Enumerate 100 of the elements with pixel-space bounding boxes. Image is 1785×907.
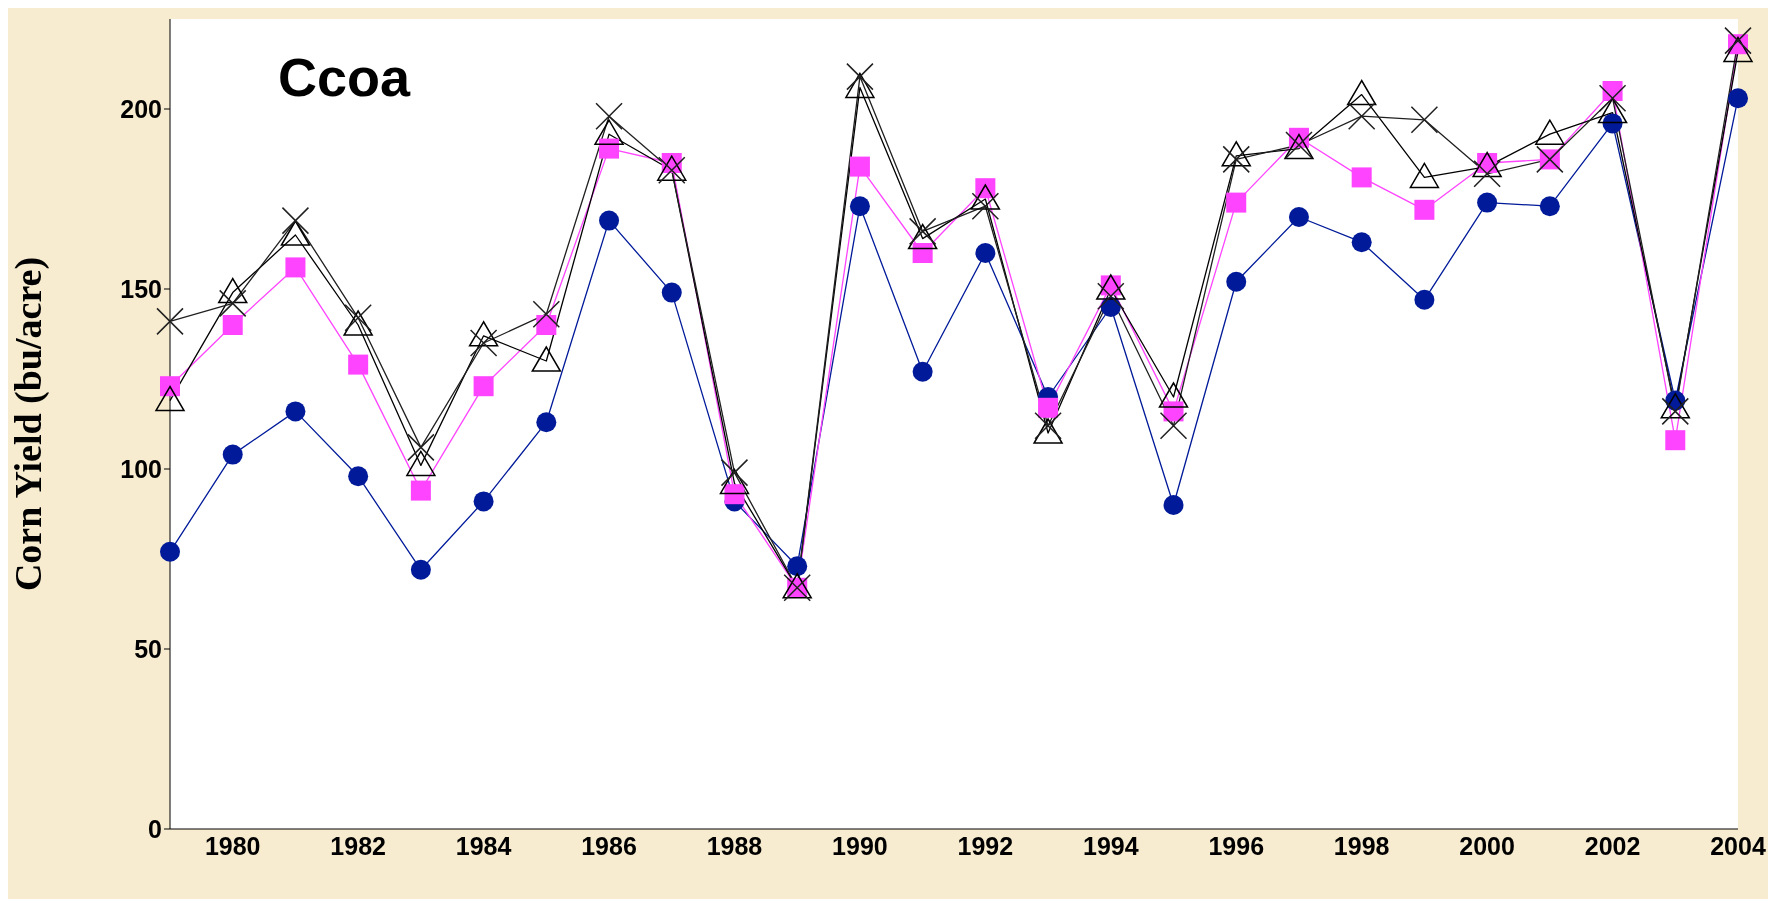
x-tick-label: 1994 [1082,831,1139,860]
point [912,361,933,382]
point [410,559,431,580]
point [1033,418,1063,444]
text: Ccoa [278,46,411,108]
point [1661,397,1690,426]
point [536,315,557,335]
point [469,329,498,357]
x-tick-label: 1992 [957,831,1014,860]
point [594,119,624,145]
point [849,196,870,217]
x-tick-label: 1988 [706,831,763,860]
point [595,102,623,130]
point [160,376,180,397]
point [217,277,248,304]
x-tick-label: 1998 [1333,831,1390,860]
point [222,444,243,465]
point [1414,289,1435,310]
point [1724,26,1752,55]
x-tick-label: 1996 [1208,831,1265,860]
point [473,376,494,397]
point [599,210,620,231]
point [285,401,306,422]
x-tick-label: 2000 [1459,831,1515,860]
point [1477,192,1498,213]
point [1660,393,1691,419]
point [1473,160,1501,188]
point [599,138,620,159]
y-tick-label: 100 [120,454,162,483]
point [473,491,494,512]
point [348,354,369,375]
x-tick-label: 1984 [455,831,512,860]
point [1163,495,1184,515]
point [1598,84,1627,112]
point [344,304,372,332]
point [1351,232,1372,253]
point [787,556,808,577]
y-tick-label: 0 [148,814,162,843]
point [1288,207,1309,227]
point [532,300,561,328]
x-tick-label: 2002 [1584,831,1641,860]
point [1222,145,1250,174]
point [1539,196,1560,217]
point [531,346,562,372]
y-tick-label: 150 [120,274,162,303]
point [908,217,937,246]
point [845,72,875,99]
point [1226,192,1247,213]
point [1158,382,1189,408]
point [720,458,749,487]
x-tick-label: 1990 [832,831,888,860]
point [468,321,499,347]
point [1221,141,1251,167]
point [1096,274,1126,300]
point [970,184,1001,210]
point [1602,113,1623,134]
point [285,257,306,278]
point [280,220,311,246]
point [160,541,180,562]
point [410,480,431,501]
x-tick-label: 1980 [204,831,261,860]
y-axis-title: Corn Yield (bu/acre) [7,256,51,592]
x-tick-label: 2004 [1710,831,1766,860]
point [907,223,938,250]
point [846,62,874,91]
point [975,243,996,263]
point [222,315,243,335]
point [407,433,435,462]
point [1410,106,1439,134]
point [912,243,933,263]
point [1351,167,1372,188]
point [1097,282,1125,310]
point [971,192,1000,220]
point [1535,119,1565,145]
point [1038,397,1059,418]
point [1472,151,1502,178]
point [1414,199,1435,220]
y-tick-label: 50 [134,634,162,663]
point [343,310,373,336]
point [1034,412,1062,440]
point [1159,412,1188,440]
point [1665,430,1686,451]
point [348,466,369,487]
point [218,289,247,318]
point [1346,79,1377,106]
point [1597,97,1628,124]
point [156,307,184,336]
point [661,282,682,303]
point [406,450,436,477]
point [1723,36,1753,63]
point [1728,88,1748,109]
x-tick-label: 1982 [330,831,386,860]
y-tick-label: 200 [120,94,162,123]
point [1226,271,1247,292]
point [155,385,185,412]
x-tick-label: 1986 [581,831,637,860]
point [1409,162,1440,189]
point [719,468,750,495]
point [724,484,745,505]
point [1347,102,1376,130]
